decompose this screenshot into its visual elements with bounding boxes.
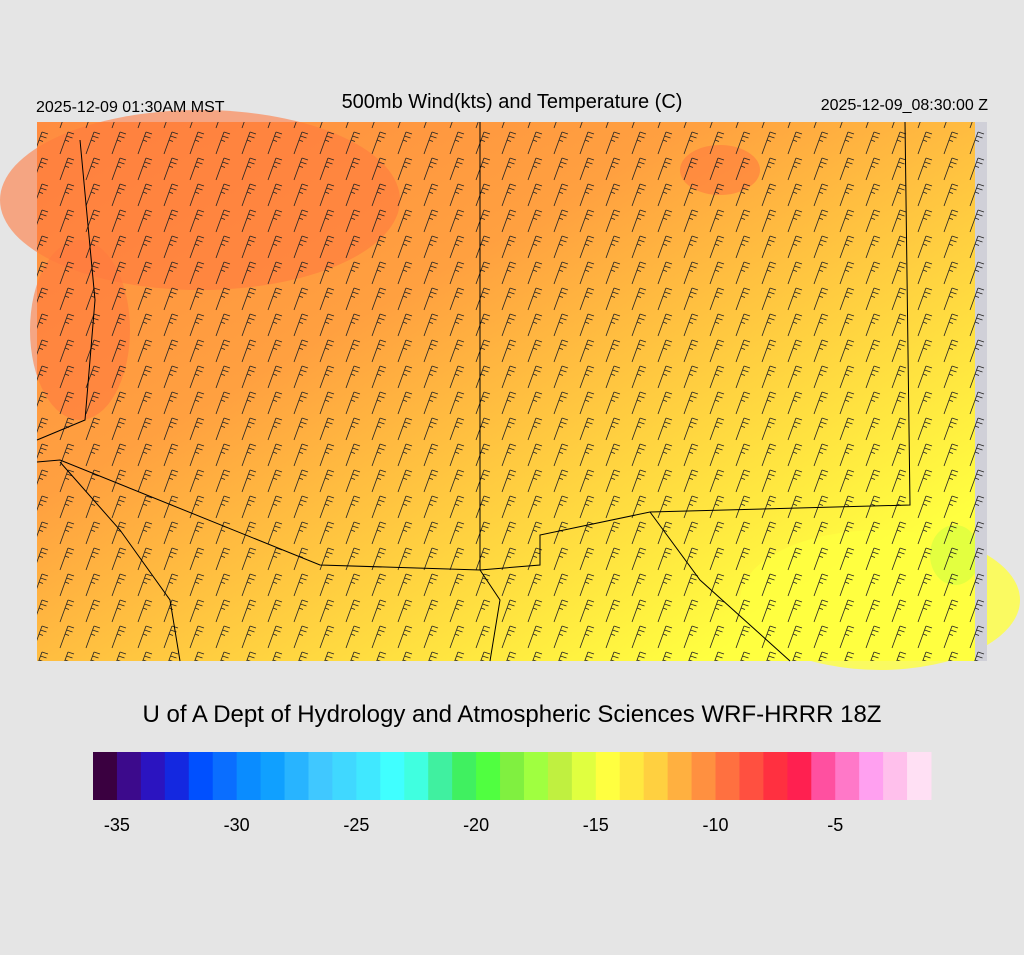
colorbar-tick-label: -15 bbox=[583, 815, 609, 835]
color-swatch bbox=[212, 752, 238, 800]
color-swatch bbox=[476, 752, 501, 800]
color-swatch bbox=[619, 752, 645, 800]
wind-barbs bbox=[37, 122, 987, 661]
color-swatch bbox=[595, 752, 621, 800]
color-swatch bbox=[140, 752, 166, 800]
map-title: 500mb Wind(kts) and Temperature (C) bbox=[342, 91, 683, 113]
colorbar-tick-label: -25 bbox=[343, 815, 369, 835]
colorbar-tick-label: -35 bbox=[104, 815, 130, 835]
colorbar-tick-label: -20 bbox=[463, 815, 489, 835]
color-swatch bbox=[332, 752, 357, 800]
color-swatch bbox=[236, 752, 262, 800]
utc-time: 2025-12-09_08:30:00 Z bbox=[821, 97, 988, 114]
color-swatch bbox=[715, 752, 740, 800]
credit: U of A Dept of Hydrology and Atmospheric… bbox=[143, 701, 882, 728]
color-swatch bbox=[116, 752, 142, 800]
color-swatch bbox=[643, 752, 669, 800]
color-swatch bbox=[523, 752, 549, 800]
local-time: 2025-12-09 01:30AM MST bbox=[36, 99, 225, 116]
color-swatch bbox=[93, 752, 118, 800]
color-swatch bbox=[883, 752, 908, 800]
color-swatch bbox=[739, 752, 764, 800]
color-swatch bbox=[691, 752, 717, 800]
color-swatch bbox=[404, 752, 429, 800]
color-swatch bbox=[260, 752, 286, 800]
color-swatch bbox=[763, 752, 788, 800]
colorbar-tick-label: -5 bbox=[827, 815, 843, 835]
color-swatch bbox=[164, 752, 190, 800]
color-swatch bbox=[907, 752, 932, 800]
colorbar-tick-label: -10 bbox=[703, 815, 729, 835]
map bbox=[0, 110, 1020, 670]
color-swatch bbox=[667, 752, 693, 800]
color-swatch bbox=[811, 752, 836, 800]
color-swatch bbox=[547, 752, 573, 800]
color-swatch bbox=[500, 752, 525, 800]
color-swatch bbox=[308, 752, 333, 800]
colorbar-tick-label: -30 bbox=[224, 815, 250, 835]
color-swatch bbox=[284, 752, 309, 800]
color-swatch bbox=[356, 752, 381, 800]
state-borders bbox=[36, 121, 911, 662]
color-swatch bbox=[571, 752, 597, 800]
color-swatch bbox=[428, 752, 453, 800]
colorbar: -35 -30 -25 -20 -15 -10 -5 bbox=[93, 752, 932, 835]
color-swatch bbox=[835, 752, 860, 800]
color-swatch bbox=[859, 752, 884, 800]
color-swatch bbox=[188, 752, 214, 800]
color-swatch bbox=[452, 752, 477, 800]
color-swatch bbox=[380, 752, 405, 800]
color-swatch bbox=[787, 752, 812, 800]
